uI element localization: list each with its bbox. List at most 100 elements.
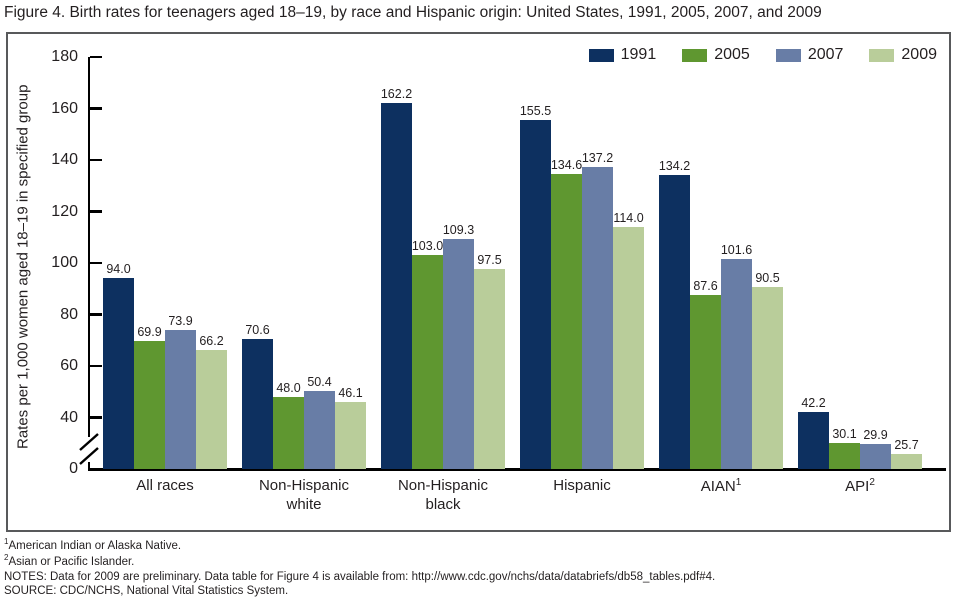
bar-value-label: 97.5: [477, 253, 502, 268]
legend-item-1991: 1991: [588, 46, 657, 64]
y-tick-mark: [90, 158, 102, 162]
bar-value-label: 134.6: [550, 157, 583, 172]
bar-1991-cat3: 155.5: [520, 104, 551, 469]
figure-title: Figure 4. Birth rates for teenagers aged…: [4, 4, 822, 21]
bar-2007-cat1: 50.4: [304, 375, 335, 469]
legend-item-2005: 2005: [682, 46, 750, 64]
bar-value-label: 162.2: [380, 86, 413, 101]
footnote-line: 1American Indian or Alaska Native.: [4, 537, 182, 552]
bar-2005-cat0: 69.9: [134, 325, 165, 469]
legend-item-2009: 2009: [869, 46, 937, 64]
bar-value-label: 114.0: [613, 210, 644, 225]
bar-group-0: 94.0 69.9 73.9 66.2: [103, 34, 227, 469]
bar-value-label: 66.2: [199, 334, 224, 349]
y-tick-label: 180: [51, 48, 78, 65]
bar-value-label: 50.4: [307, 374, 332, 389]
y-tick-label: 120: [51, 202, 78, 220]
bar-group-1: 70.6 48.0 50.4 46.1: [242, 34, 366, 469]
y-tick-mark: [90, 364, 102, 368]
footnotes: 1American Indian or Alaska Native. 2Asian…: [4, 537, 715, 599]
bar-group-2: 162.2 103.0 109.3 97.5: [381, 34, 505, 469]
chart-box: Rates per 1,000 women aged 18–19 in spec…: [6, 32, 951, 532]
bar-value-label: 101.6: [720, 242, 753, 257]
bar-value-label: 87.6: [693, 278, 718, 293]
legend-swatch-1991: [588, 48, 614, 62]
y-tick-label: 100: [51, 254, 78, 271]
bar-2007-cat4: 101.6: [721, 243, 752, 469]
legend-label: 2005: [714, 46, 750, 63]
footnote-line: SOURCE: CDC/NCHS, National Vital Statist…: [4, 585, 289, 598]
bar-group-5: 42.2 30.1 29.9 25.7: [798, 34, 922, 469]
footnote-line: 2Asian or Pacific Islander.: [4, 553, 135, 569]
y-tick-label: 140: [51, 151, 78, 168]
bar-value-label: 90.5: [755, 271, 780, 286]
bar-2005-cat2: 103.0: [412, 239, 443, 469]
bar-2007-cat3: 137.2: [582, 151, 613, 469]
bar-1991-cat0: 94.0: [103, 262, 134, 469]
legend-swatch-2007: [775, 48, 801, 62]
category-label-1: Non-Hispanic white: [258, 477, 350, 513]
y-tick-mark: [90, 55, 102, 59]
x-axis-line: [88, 467, 946, 471]
bar-1991-cat1: 70.6: [242, 323, 273, 469]
legend-swatch-2009: [869, 48, 895, 62]
y-tick-label: 80: [60, 305, 78, 323]
y-tick-mark: [90, 261, 102, 265]
bar-value-label: 29.9: [863, 427, 888, 442]
legend-swatch-2005: [682, 48, 708, 62]
bar-1991-cat2: 162.2: [381, 87, 412, 469]
bar-value-label: 30.1: [832, 427, 857, 441]
bar-value-label: 109.3: [442, 223, 475, 238]
y-tick-mark: [90, 313, 102, 316]
bar-2007-cat5: 29.9: [860, 428, 891, 469]
y-tick-mark: [90, 210, 102, 213]
category-label-5: API2: [845, 477, 875, 495]
y-tick-mark: [90, 107, 102, 110]
bar-value-label: 48.0: [276, 380, 301, 395]
category-label-4: AIAN1: [700, 477, 742, 495]
legend-item-2007: 2007: [775, 46, 844, 64]
bar-2009-cat1: 46.1: [335, 386, 366, 469]
legend-label: 2007: [807, 46, 844, 63]
bar-value-label: 103.0: [411, 239, 444, 254]
bar-value-label: 25.7: [894, 438, 919, 453]
category-label-3: Hispanic: [553, 477, 611, 494]
bar-value-label: 69.9: [137, 324, 162, 339]
bar-group-4: 134.2 87.6 101.6 90.5: [659, 34, 783, 469]
bar-2005-cat3: 134.6: [551, 158, 582, 469]
bar-2009-cat4: 90.5: [752, 271, 783, 469]
chart-legend: 1991 2005 2007 2009: [588, 46, 937, 64]
bar-1991-cat4: 134.2: [659, 159, 690, 469]
bar-value-label: 70.6: [245, 322, 270, 337]
bar-2009-cat2: 97.5: [474, 253, 505, 469]
bar-2009-cat0: 66.2: [196, 334, 227, 469]
bar-2007-cat0: 73.9: [165, 314, 196, 469]
bar-value-label: 42.2: [801, 395, 826, 410]
bar-value-label: 155.5: [519, 104, 552, 119]
category-label-2: Non-Hispanic black: [397, 477, 489, 513]
y-tick-label: 40: [60, 408, 78, 426]
bar-value-label: 73.9: [168, 314, 193, 329]
bar-value-label: 94.0: [106, 262, 131, 277]
bar-1991-cat5: 42.2: [798, 396, 829, 469]
legend-label: 1991: [620, 46, 657, 63]
plot-area: 1991 2005 2007 2009 0 40 60 80 100 120 140 160 180 9…: [8, 34, 949, 530]
category-label-0: All races: [136, 477, 194, 494]
legend-label: 2009: [901, 46, 937, 63]
y-tick-label: 0: [69, 460, 78, 477]
bar-2005-cat4: 87.6: [690, 279, 721, 469]
y-axis-line: [88, 57, 90, 469]
bar-value-label: 137.2: [581, 151, 614, 166]
y-tick-mark: [90, 416, 102, 419]
axis-break-icon: [79, 433, 99, 465]
y-tick-label: 160: [51, 99, 78, 117]
bar-2007-cat2: 109.3: [443, 223, 474, 469]
bar-2005-cat5: 30.1: [829, 427, 860, 469]
y-tick-label: 60: [60, 357, 78, 374]
footnote-line: NOTES: Data for 2009 are preliminary. Da…: [4, 570, 716, 583]
bar-group-3: 155.5 134.6 137.2 114.0: [520, 34, 644, 469]
bar-2009-cat3: 114.0: [613, 211, 644, 469]
bar-value-label: 134.2: [658, 158, 691, 173]
bar-value-label: 46.1: [338, 385, 363, 400]
